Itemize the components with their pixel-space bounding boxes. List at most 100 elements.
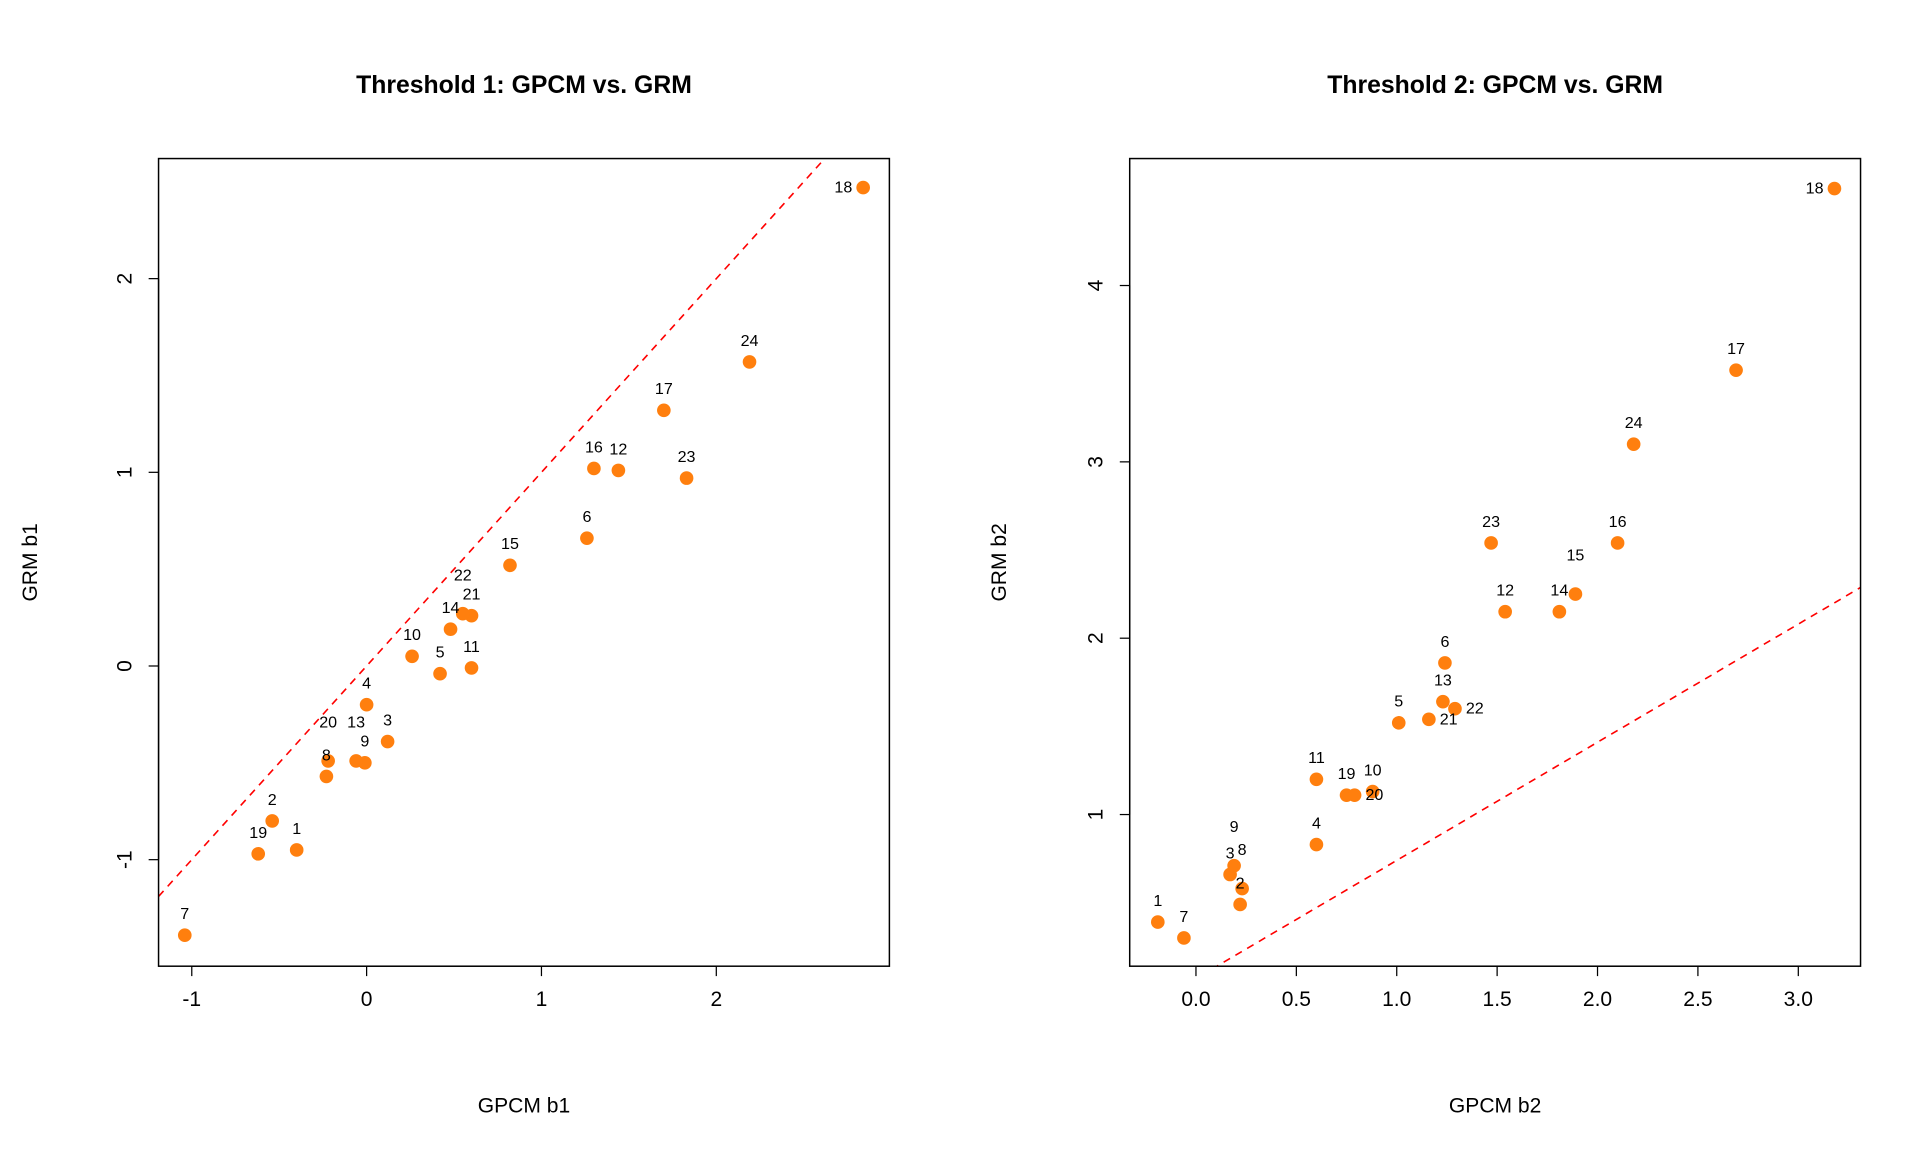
data-point xyxy=(1391,716,1406,730)
data-point xyxy=(1150,915,1165,929)
chart-title: Threshold 2: GPCM vs. GRM xyxy=(1327,72,1663,99)
data-point xyxy=(1438,656,1452,670)
point-label: 8 xyxy=(1238,841,1247,859)
data-point xyxy=(1347,788,1362,802)
point-label: 18 xyxy=(834,179,852,197)
point-label: 15 xyxy=(501,535,519,553)
point-label: 1 xyxy=(1153,892,1162,910)
point-label: 13 xyxy=(1434,672,1452,690)
data-point xyxy=(380,734,395,749)
data-point xyxy=(679,471,694,485)
data-point xyxy=(1233,897,1247,912)
point-label: 4 xyxy=(1312,814,1321,832)
point-label: 20 xyxy=(319,713,337,731)
x-tick-label: 2.0 xyxy=(1583,988,1612,1011)
panel-threshold-2: Threshold 2: GPCM vs. GRM GPCM b2 GRM b2… xyxy=(988,72,1862,1117)
point-label: 10 xyxy=(403,626,421,644)
point-label: 23 xyxy=(678,448,696,466)
point-label: 17 xyxy=(655,380,673,398)
point-label: 9 xyxy=(1230,818,1239,836)
point-label: 17 xyxy=(1727,340,1745,358)
point-label: 20 xyxy=(1365,786,1383,804)
point-label: 7 xyxy=(180,905,189,923)
y-tick-label: 3 xyxy=(1084,456,1107,468)
y-tick-label: 1 xyxy=(1084,809,1107,821)
data-point xyxy=(856,180,870,195)
point-label: 12 xyxy=(1496,582,1514,600)
point-label: 2 xyxy=(268,791,277,809)
point-label: 5 xyxy=(436,644,445,662)
x-tick-label: 0.0 xyxy=(1181,988,1210,1011)
point-label: 18 xyxy=(1806,179,1824,197)
point-label: 21 xyxy=(1440,710,1458,728)
x-tick-label: 3.0 xyxy=(1784,988,1813,1011)
point-label: 22 xyxy=(1466,700,1484,718)
point-label: 19 xyxy=(1338,765,1356,783)
point-label: 19 xyxy=(249,824,267,842)
data-point xyxy=(1436,694,1450,709)
data-point xyxy=(1827,181,1842,196)
point-label: 10 xyxy=(1364,762,1382,780)
x-tick-label: 0.5 xyxy=(1282,988,1311,1011)
data-point xyxy=(1422,712,1436,727)
x-axis-label: GPCM b1 xyxy=(478,1094,570,1117)
point-label: 24 xyxy=(1625,414,1643,432)
data-point xyxy=(455,606,470,621)
point-label: 22 xyxy=(454,566,472,584)
panel-threshold-1: Threshold 1: GPCM vs. GRM GPCM b1 GRM b1… xyxy=(19,72,891,1117)
point-label: 9 xyxy=(360,733,369,751)
point-label: 3 xyxy=(1226,844,1235,862)
x-tick-label: 2.5 xyxy=(1683,988,1712,1011)
point-label: 16 xyxy=(1609,513,1627,531)
data-point xyxy=(405,649,419,664)
data-point xyxy=(177,928,192,943)
x-axis-label: GPCM b2 xyxy=(1449,1094,1541,1117)
point-label: 6 xyxy=(582,508,591,526)
point-label: 1 xyxy=(292,820,301,838)
point-label: 23 xyxy=(1482,513,1500,531)
data-point xyxy=(1448,701,1462,716)
point-label: 14 xyxy=(1550,582,1568,600)
data-point xyxy=(1552,604,1567,619)
data-point xyxy=(587,461,601,476)
x-tick-label: 2 xyxy=(710,988,722,1011)
point-label: 8 xyxy=(322,746,331,764)
point-label: 16 xyxy=(585,438,603,456)
data-point xyxy=(289,843,304,857)
data-point xyxy=(1235,881,1249,896)
data-point xyxy=(1729,363,1743,377)
y-axis-label: GRM b2 xyxy=(988,523,1011,601)
point-label: 14 xyxy=(442,599,460,617)
data-point xyxy=(443,622,458,637)
data-point xyxy=(657,403,671,418)
y-tick-label: 2 xyxy=(113,273,136,285)
data-point xyxy=(1177,931,1191,945)
data-point xyxy=(1626,437,1641,452)
point-label: 24 xyxy=(741,332,759,350)
data-point xyxy=(1309,772,1324,787)
data-point xyxy=(359,697,374,712)
point-label: 2 xyxy=(1236,874,1245,892)
point-label: 12 xyxy=(609,440,627,458)
point-label: 21 xyxy=(463,586,481,604)
point-label: 5 xyxy=(1394,693,1403,711)
point-label: 15 xyxy=(1566,547,1584,565)
y-tick-label: 1 xyxy=(113,466,136,478)
reference-line xyxy=(1215,586,1861,967)
y-axis-label: GRM b1 xyxy=(19,523,42,601)
point-label: 11 xyxy=(1308,749,1325,767)
data-point xyxy=(1568,587,1583,601)
data-point xyxy=(1309,837,1324,852)
y-tick-label: 2 xyxy=(1084,632,1107,644)
data-point xyxy=(503,558,517,573)
data-point xyxy=(319,769,334,784)
data-point xyxy=(1484,536,1498,550)
x-tick-label: 1 xyxy=(536,988,548,1011)
data-point xyxy=(321,754,335,768)
point-label: 11 xyxy=(463,638,480,656)
data-point xyxy=(464,661,479,675)
y-tick-label: -1 xyxy=(113,850,136,869)
data-point xyxy=(433,666,447,681)
data-point xyxy=(349,754,363,768)
